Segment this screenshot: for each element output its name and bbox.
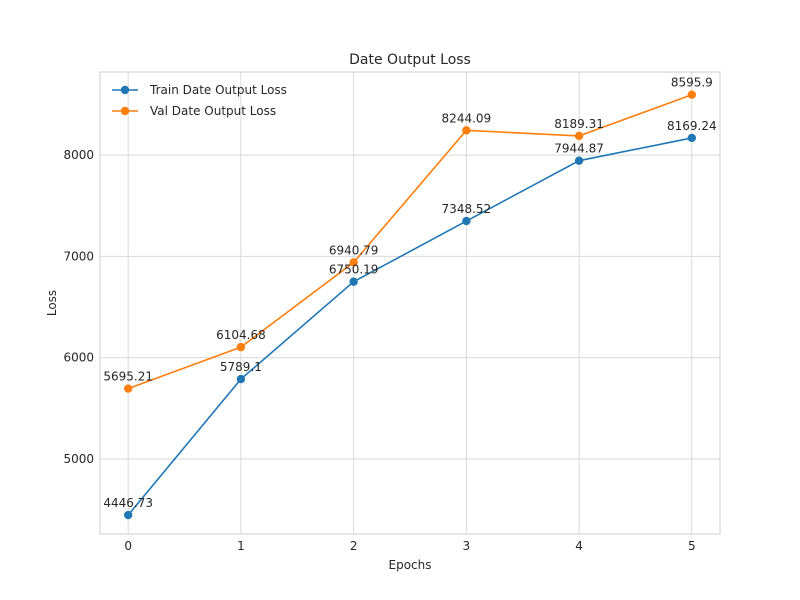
y-axis-label: Loss [45, 290, 59, 316]
series-line [127, 93, 693, 390]
data-label: 6750.19 [329, 263, 379, 277]
data-label: 8595.9 [671, 76, 713, 90]
y-tick-label: 5000 [63, 452, 94, 466]
x-tick-label: 4 [575, 539, 583, 553]
data-label: 8189.31 [554, 117, 604, 131]
data-point [462, 216, 471, 226]
x-tick-label: 5 [688, 539, 696, 553]
data-label: 7348.52 [442, 202, 492, 216]
legend-label: Train Date Output Loss [149, 83, 287, 97]
data-point [123, 384, 133, 393]
data-point [574, 156, 584, 165]
data-point [236, 342, 246, 352]
data-label: 7944.87 [554, 142, 604, 156]
data-point [236, 374, 246, 384]
data-label: 5789.1 [220, 360, 262, 374]
series-layer [123, 90, 697, 520]
legend-label: Val Date Output Loss [150, 104, 276, 118]
plot-area-frame [99, 71, 721, 535]
axis-ticks: 0 1 2 3 4 5 5000 6000 7000 8000 [63, 148, 695, 553]
data-label: 8244.09 [442, 111, 492, 125]
x-tick-label: 3 [463, 539, 471, 553]
y-tick-label: 7000 [63, 249, 94, 263]
legend: Train Date Output Loss Val Date Output Lo… [112, 83, 287, 118]
legend-marker [120, 106, 130, 116]
chart-title: Date Output Loss [349, 52, 471, 68]
data-label: 6940.79 [329, 243, 379, 257]
data-labels: 4446.73 5789.1 6750.19 7348.52 7944.87 8169.2… [103, 76, 716, 510]
data-label: 8169.24 [667, 119, 717, 133]
legend-marker [120, 85, 130, 95]
data-point [687, 133, 697, 143]
x-tick-label: 2 [350, 539, 358, 553]
x-tick-label: 1 [237, 539, 245, 553]
data-label: 4446.73 [103, 496, 153, 510]
data-point [123, 510, 133, 520]
data-point [349, 277, 358, 286]
data-point [462, 126, 471, 135]
grid-lines [100, 72, 720, 534]
x-axis-label: Epochs [389, 558, 432, 572]
series-line [127, 137, 692, 516]
y-tick-label: 6000 [63, 351, 94, 365]
data-label: 6104.68 [216, 328, 266, 342]
y-tick-label: 8000 [63, 148, 94, 162]
data-point [574, 131, 584, 141]
data-point [349, 258, 358, 267]
data-point [687, 90, 697, 99]
data-label: 5695.21 [103, 370, 153, 384]
x-tick-label: 0 [124, 539, 132, 553]
